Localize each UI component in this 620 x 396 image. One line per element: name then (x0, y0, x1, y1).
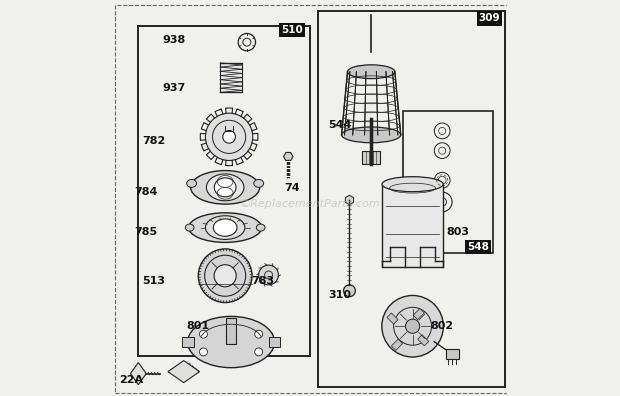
Bar (138, 27, 310, 356)
Text: 801: 801 (186, 321, 209, 331)
Circle shape (200, 348, 208, 356)
Circle shape (255, 330, 263, 338)
Bar (220, 63, 242, 92)
Circle shape (205, 113, 253, 160)
Bar (446, 349, 459, 359)
Circle shape (214, 265, 236, 287)
Text: 802: 802 (431, 321, 454, 331)
Ellipse shape (382, 177, 443, 192)
Text: 544: 544 (328, 120, 352, 130)
Bar (268, 337, 280, 347)
Ellipse shape (185, 224, 194, 231)
Ellipse shape (188, 316, 275, 367)
Text: 74: 74 (285, 183, 300, 193)
Text: 803: 803 (446, 227, 469, 236)
Text: 782: 782 (143, 136, 166, 146)
Bar (387, 313, 398, 324)
Circle shape (405, 319, 420, 333)
Text: 783: 783 (251, 276, 274, 286)
Text: ©ReplacementParts.com: ©ReplacementParts.com (240, 199, 380, 209)
Circle shape (223, 131, 236, 143)
Ellipse shape (187, 179, 197, 187)
Ellipse shape (254, 179, 264, 187)
Bar (391, 339, 402, 350)
Ellipse shape (206, 174, 244, 201)
Text: 937: 937 (162, 82, 185, 93)
Polygon shape (130, 363, 146, 385)
Ellipse shape (347, 65, 395, 79)
Circle shape (343, 285, 355, 297)
Text: 309: 309 (479, 13, 500, 23)
Bar (413, 308, 424, 320)
Ellipse shape (213, 219, 237, 236)
Text: 938: 938 (162, 35, 185, 45)
Circle shape (382, 295, 443, 357)
Bar (362, 150, 380, 164)
Circle shape (259, 265, 278, 285)
Text: 22A: 22A (120, 375, 144, 385)
Text: 784: 784 (135, 187, 158, 197)
Bar (226, 318, 236, 344)
Text: 513: 513 (143, 276, 166, 286)
Ellipse shape (205, 216, 245, 240)
Ellipse shape (215, 178, 236, 197)
Polygon shape (168, 361, 200, 383)
Bar (318, 11, 505, 387)
Text: 310: 310 (328, 290, 351, 300)
Text: 548: 548 (467, 242, 489, 252)
Bar (403, 111, 494, 253)
Ellipse shape (256, 224, 265, 231)
Bar (182, 337, 193, 347)
Polygon shape (283, 152, 293, 161)
Text: 510: 510 (281, 25, 303, 35)
Bar (418, 335, 429, 346)
Ellipse shape (342, 127, 401, 143)
Ellipse shape (190, 171, 260, 204)
Circle shape (200, 330, 208, 338)
Circle shape (255, 348, 263, 356)
Circle shape (198, 249, 252, 303)
Bar (382, 184, 443, 267)
Text: 785: 785 (135, 227, 158, 236)
Ellipse shape (188, 213, 262, 242)
